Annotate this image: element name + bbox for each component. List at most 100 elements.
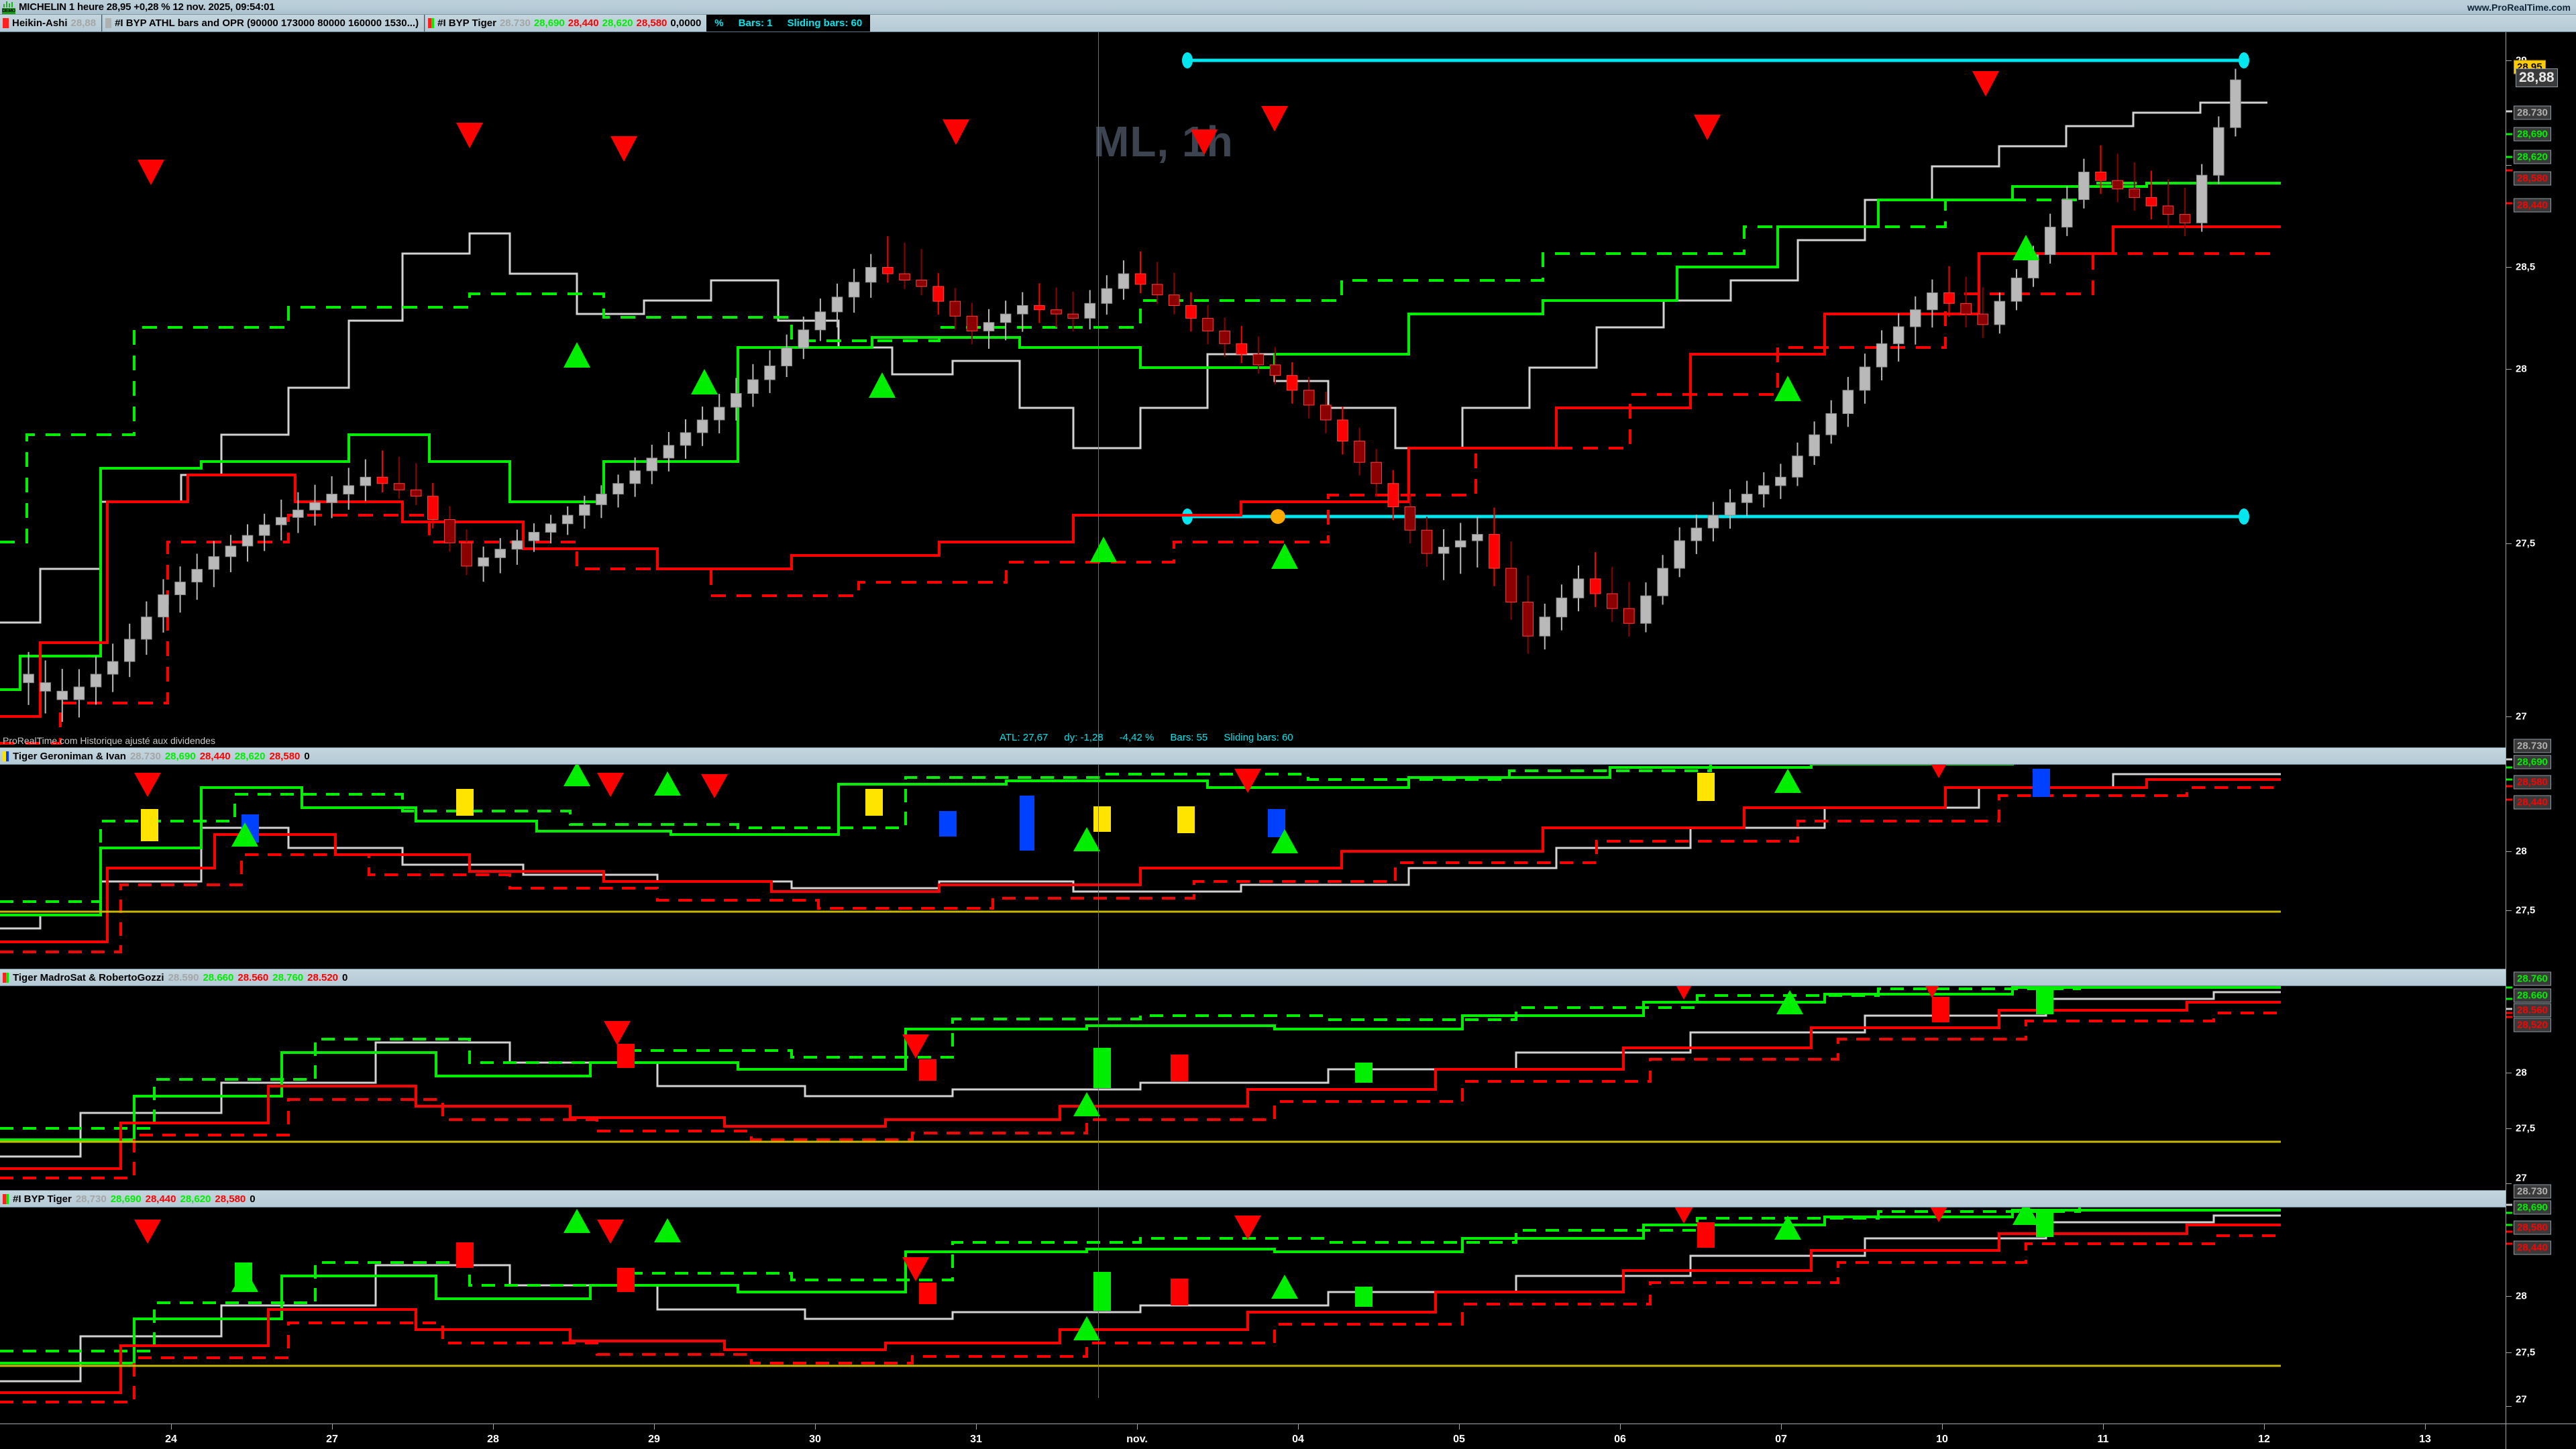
- time-axis-label: 30: [809, 1434, 821, 1445]
- time-axis-tick: [1620, 1424, 1621, 1430]
- time-axis-tick: [976, 1424, 977, 1430]
- athl-step-line: [0, 101, 2267, 624]
- panel2-red-line: [0, 778, 2281, 943]
- panel-byp-tiger[interactable]: #I BYP Tiger 28,730 28,690 28,440 28,620…: [0, 1184, 2576, 1424]
- time-axis-label: 11: [2097, 1434, 2109, 1445]
- axis-badge: 28,690: [2514, 755, 2551, 769]
- bars-count: Bars: 1: [738, 17, 773, 29]
- time-axis-tick: [1137, 1424, 1138, 1430]
- panel4-plot-area[interactable]: [0, 1190, 2506, 1424]
- time-axis-label: 13: [2419, 1434, 2431, 1445]
- time-axis-corner: [2506, 1424, 2576, 1449]
- axis-label: 27,5: [2516, 537, 2536, 549]
- indicator-chip-athl-opr[interactable]: #I BYP ATHL bars and OPR (90000 173000 8…: [103, 15, 426, 32]
- axis-label: 28: [2516, 363, 2527, 375]
- time-axis-tick: [2425, 1424, 2426, 1430]
- axis-label: 27: [2516, 1172, 2527, 1184]
- indicator-value: 28,690: [533, 17, 565, 29]
- chart-footer-note: ProRealTime.com Historique ajusté aux di…: [3, 735, 215, 746]
- time-axis-label: 24: [165, 1434, 177, 1445]
- panel2-price-axis[interactable]: 28 27,5 28.730 28,690 28,580 28,440: [2506, 739, 2576, 969]
- pct-value: -4,42 %: [1119, 732, 1155, 743]
- color-swatch-icon: [3, 751, 9, 761]
- axis-badge: 28.730: [2514, 105, 2551, 120]
- panel3-plot-area[interactable]: [0, 969, 2506, 1190]
- panel-tiger-geroniman-ivan[interactable]: Tiger Geroniman & Ivan 28.730 28,690 28,…: [0, 739, 2576, 969]
- axis-badge: 28,580: [2514, 171, 2551, 186]
- indicator-name: #I BYP Tiger: [437, 17, 496, 29]
- sliding-bars-value: Sliding bars: 60: [1224, 732, 1293, 743]
- main-price-axis[interactable]: 29 28,5 28 27,5 27 28,95 28,88 28.730 28…: [2506, 32, 2576, 747]
- indicator-value: 28,730: [75, 1193, 107, 1205]
- indicator-value: 28.660: [203, 971, 234, 983]
- time-axis-tick: [2103, 1424, 2104, 1430]
- axis-label: 27: [2516, 710, 2527, 722]
- axis-badge: 28,520: [2514, 1018, 2551, 1032]
- panel3-signal-blocks: [617, 989, 2053, 1088]
- panel2-red-dashed: [0, 786, 2281, 953]
- color-swatch-icon: [3, 972, 9, 983]
- candlestick-series: [23, 68, 2241, 722]
- panel2-plot-area[interactable]: [0, 747, 2506, 969]
- panel2-step-line: [0, 773, 2281, 930]
- indicator-name: #I BYP Tiger: [13, 1193, 72, 1205]
- indicator-toolbar[interactable]: Heikin-Ashi 28,88 #I BYP ATHL bars and O…: [0, 15, 2576, 32]
- indicator-chip-byp-tiger[interactable]: #I BYP Tiger 28.730 28,690 28,440 28,620…: [425, 15, 706, 32]
- panel-header-tiger-madrosat[interactable]: Tiger MadroSat & RobertoGozzi 28.590 28.…: [0, 969, 2506, 986]
- panel3-price-axis[interactable]: 28 27,5 27 28.760 28.660 28.560 28,520: [2506, 969, 2576, 1190]
- time-axis-tick: [493, 1424, 494, 1430]
- time-axis-label: 05: [1453, 1434, 1465, 1445]
- axis-badge: 28.730: [2514, 1184, 2551, 1199]
- axis-badge: 28,690: [2514, 127, 2551, 142]
- time-axis[interactable]: 24 27 28 29 30 31 nov. 04 05 06 07 10 11 12 13: [0, 1424, 2506, 1449]
- atl-value: ATL: 27,67: [1000, 732, 1049, 743]
- indicator-value: 28,580: [636, 17, 667, 29]
- indicator-chip-heikin-ashi[interactable]: Heikin-Ashi 28,88: [0, 15, 103, 32]
- panel4-price-axis[interactable]: 28 27,5 27 28.730 28,690 28,580 28,440: [2506, 1184, 2576, 1424]
- panel2-signal-markers: [134, 754, 1952, 853]
- panel-main-price[interactable]: ML, 1h: [0, 32, 2576, 747]
- panel4-step-line: [0, 1214, 2281, 1383]
- time-axis-label: 29: [648, 1434, 660, 1445]
- tiger-green-line: [0, 182, 2281, 691]
- indicator-value: 28.730: [129, 750, 161, 762]
- window-title-text: MICHELIN 1 heure 28,95 +0,28 % 12 nov. 2…: [19, 1, 275, 13]
- time-axis-label: 10: [1936, 1434, 1948, 1445]
- panel3-red-line: [0, 1001, 2281, 1170]
- crosshair-vertical: [1098, 1208, 1099, 1398]
- panel2-svg: [0, 754, 2281, 953]
- panel-tiger-madrosat-robertogozzi[interactable]: Tiger MadroSat & RobertoGozzi 28.590 28.…: [0, 969, 2576, 1190]
- axis-badge: 28,580: [2514, 1220, 2551, 1235]
- panel-header-byp-tiger[interactable]: #I BYP Tiger 28,730 28,690 28,440 28,620…: [0, 1190, 2506, 1208]
- current-price-badge: 28,88: [2516, 68, 2558, 87]
- panel3-step-line: [0, 991, 2281, 1158]
- crosshair-vertical: [1098, 765, 1099, 969]
- indicator-value: 28.760: [272, 971, 304, 983]
- axis-label: 28,5: [2516, 261, 2536, 273]
- indicator-name: Heikin-Ashi: [12, 17, 68, 29]
- axis-label: 28: [2516, 845, 2527, 857]
- time-axis-tick: [815, 1424, 816, 1430]
- crosshair-vertical: [1098, 32, 1099, 747]
- axis-label: 28: [2516, 1290, 2527, 1302]
- indicator-value: 28,620: [234, 750, 266, 762]
- indicator-value: 28,440: [199, 750, 231, 762]
- axis-badge: 28.660: [2514, 988, 2551, 1003]
- panel4-svg: [0, 1198, 2281, 1403]
- chart-canvas[interactable]: ML, 1h: [0, 32, 2576, 1449]
- axis-badge: 28,620: [2514, 150, 2551, 164]
- time-axis-tick: [1781, 1424, 1782, 1430]
- main-plot-area[interactable]: ML, 1h: [0, 32, 2506, 747]
- axis-badge: 28.760: [2514, 971, 2551, 986]
- indicator-value: 28.730: [499, 17, 531, 29]
- panel2-green-dashed: [0, 756, 2281, 903]
- panel-header-tiger-geroniman[interactable]: Tiger Geroniman & Ivan 28.730 28,690 28,…: [0, 747, 2506, 765]
- indicator-value: 28,690: [164, 750, 196, 762]
- indicator-name: #I BYP ATHL bars and OPR (90000 173000 8…: [115, 17, 419, 29]
- time-axis-tick: [1942, 1424, 1943, 1430]
- time-axis-label: nov.: [1126, 1434, 1148, 1445]
- indicator-value: 0: [250, 1193, 256, 1205]
- color-swatch-icon: [3, 18, 9, 28]
- panel4-red-line: [0, 1224, 2281, 1394]
- panel4-red-dashed: [0, 1234, 2281, 1403]
